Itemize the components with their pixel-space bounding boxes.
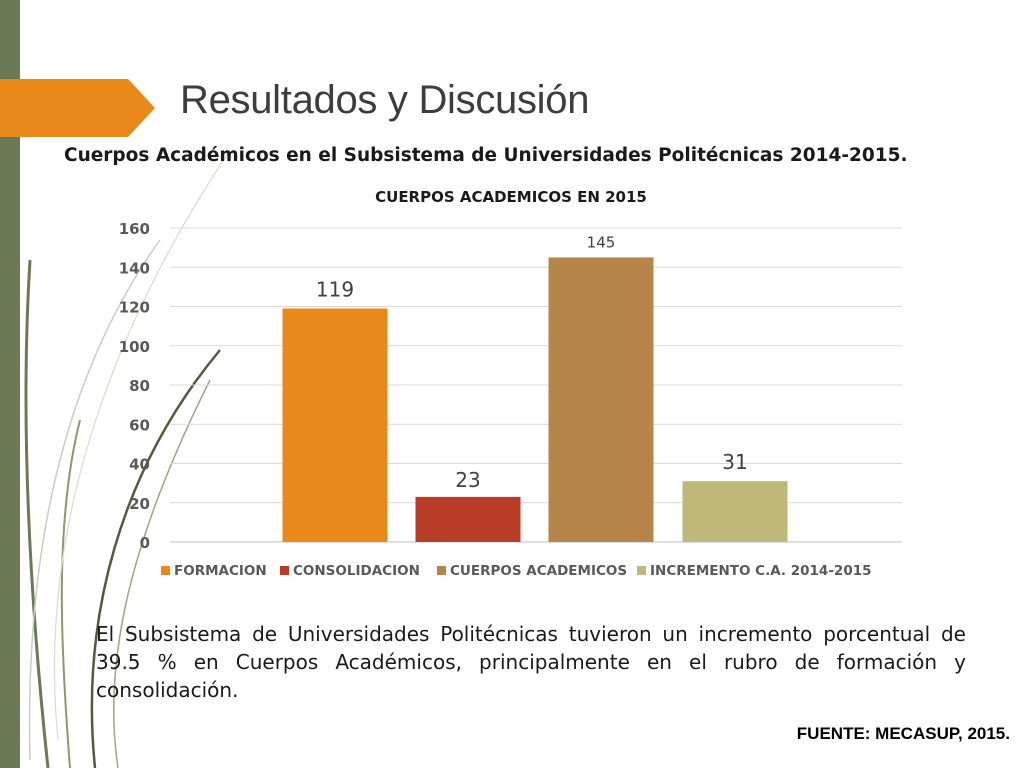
bar-chart: CUERPOS ACADEMICOS EN 2015 0 20 40 60 80 100 12…: [119, 188, 902, 579]
legend-swatch: [161, 566, 170, 575]
legend-label: FORMACION: [174, 563, 267, 579]
y-tick-label: 40: [129, 456, 150, 474]
y-tick-label: 120: [119, 299, 150, 317]
legend-swatch: [637, 566, 646, 575]
legend-label: CUERPOS ACADEMICOS: [450, 563, 627, 579]
title-arrow-shape: [0, 79, 155, 137]
bar: [682, 481, 788, 542]
y-tick-label: 140: [119, 259, 150, 277]
source-note: FUENTE: MECASUP, 2015.: [796, 724, 1010, 743]
legend-label: INCREMENTO C.A. 2014-2015: [650, 563, 872, 579]
bar: [282, 308, 388, 542]
body-paragraph: El Subsistema de Universidades Politécni…: [96, 622, 966, 702]
data-label: 145: [587, 233, 616, 251]
chart-title: CUERPOS ACADEMICOS EN 2015: [375, 188, 647, 206]
bar: [415, 496, 521, 542]
data-label: 31: [722, 450, 747, 474]
legend-label: CONSOLIDACION: [293, 563, 420, 579]
sidebar-stripe: [0, 0, 20, 768]
y-tick-label: 100: [119, 338, 150, 356]
y-tick-label: 0: [140, 534, 150, 552]
data-label: 119: [316, 277, 354, 301]
slide-subtitle: Cuerpos Académicos en el Subsistema de U…: [64, 145, 908, 166]
bar: [548, 257, 654, 542]
data-label: 23: [455, 468, 480, 492]
legend-swatch: [280, 566, 289, 575]
y-tick-label: 60: [129, 416, 150, 434]
y-tick-label: 80: [129, 377, 150, 395]
y-tick-label: 20: [129, 495, 150, 513]
y-tick-label: 160: [119, 220, 150, 238]
slide-title: Resultados y Discusión: [180, 78, 590, 122]
decorative-grass-lines: [24, 149, 231, 768]
legend-swatch: [437, 566, 446, 575]
